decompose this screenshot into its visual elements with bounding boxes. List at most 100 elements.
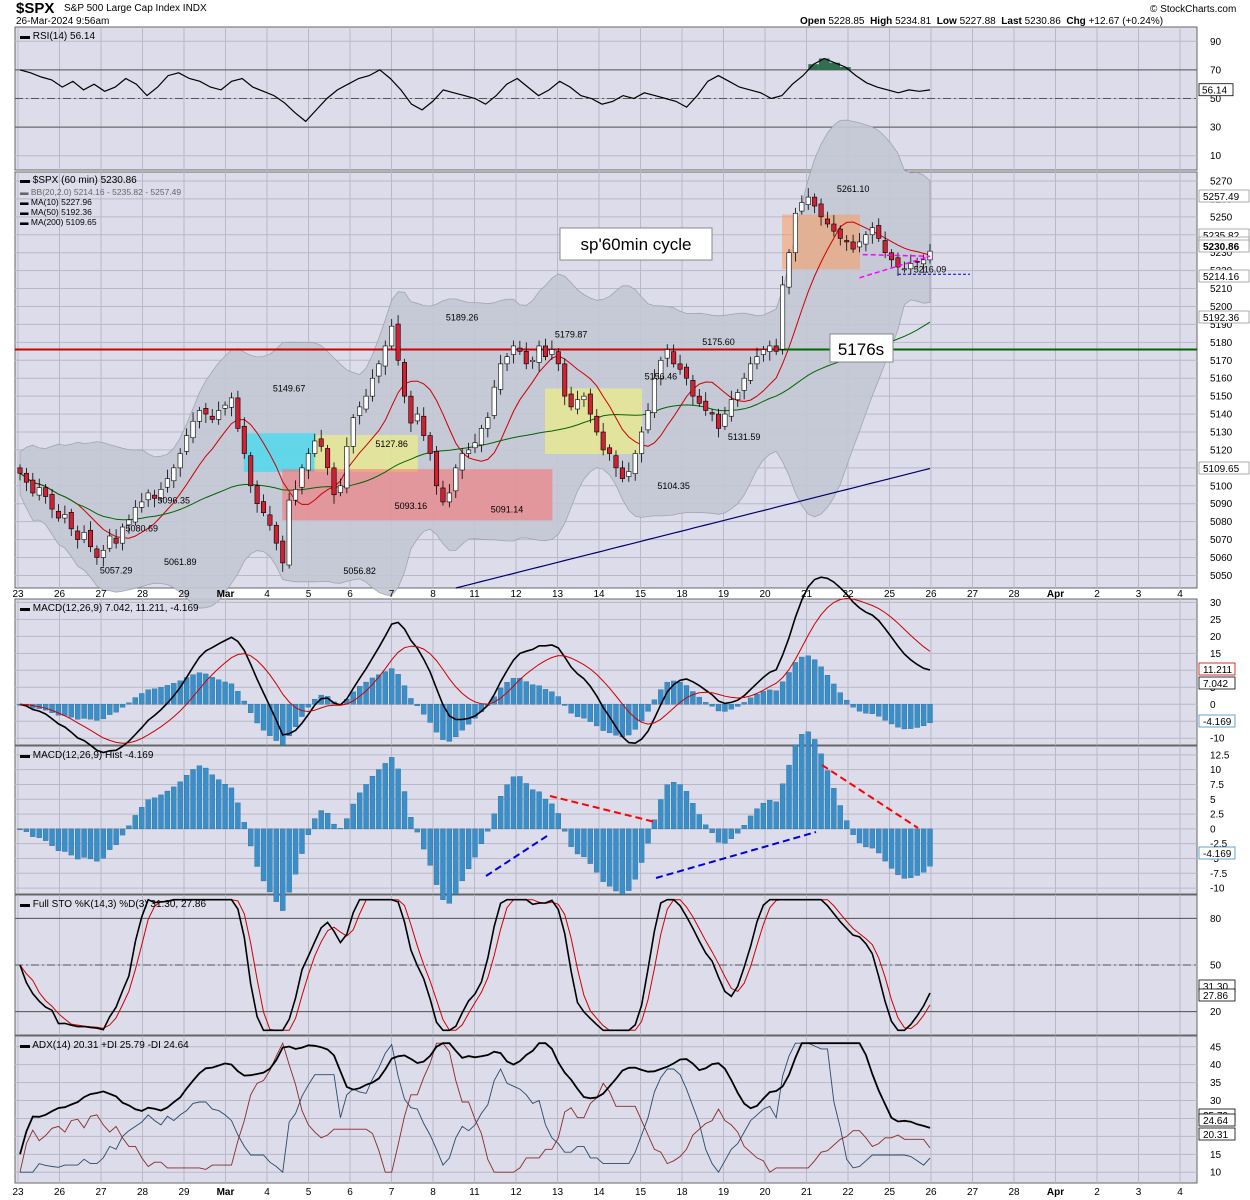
candle-body [594, 415, 600, 433]
macd-hist-bar [68, 704, 74, 718]
macd-hist-bar [145, 689, 151, 705]
y-tick-rsi: 70 [1210, 65, 1222, 76]
candle-body [760, 349, 766, 355]
candle-body [568, 393, 574, 408]
macd-hist-bar [844, 699, 850, 705]
adx-right-label: 20.31 [1203, 1130, 1228, 1141]
hist-bar [465, 828, 472, 870]
macd-hist-bar [87, 704, 94, 720]
y-tick-price: 5090 [1210, 499, 1233, 510]
header-date: 26-Mar-2024 9:56am [16, 16, 110, 27]
macd-hist-bar [786, 672, 792, 705]
candle-body [619, 467, 625, 479]
candle-body [914, 260, 920, 263]
price-annotation: 5061.89 [164, 557, 197, 567]
macd-hist-bar [408, 698, 414, 705]
hist-bar [350, 803, 356, 830]
candle-body [901, 268, 907, 271]
candle-body [203, 408, 209, 415]
candle-body [530, 359, 536, 363]
price-annotation: 5149.67 [273, 384, 306, 394]
price-annotation: 5093.16 [395, 501, 428, 511]
price-annotation: 5056.82 [343, 566, 376, 576]
macd-hist-bar [831, 683, 837, 705]
candle-body [305, 453, 311, 471]
macd-hist-bar [888, 704, 895, 725]
macd-hist-bar [472, 704, 478, 719]
hist-bar [805, 731, 811, 830]
credit: © StockCharts.com [1150, 4, 1237, 15]
hist-bar [555, 813, 561, 830]
hist-right-box [1198, 846, 1236, 860]
candle-body [216, 410, 222, 420]
macd-hist-bar [779, 681, 786, 705]
y-tick-macd: 20 [1210, 632, 1222, 643]
hist-bar [145, 799, 151, 830]
candle-body [754, 356, 760, 365]
hist-bar [901, 828, 908, 879]
hist-bar [581, 828, 587, 858]
hist-bar [856, 828, 863, 844]
open-label: Open [800, 16, 826, 27]
price-annotation: 5189.26 [446, 313, 479, 323]
header-quote: Open 5228.85 High 5234.81 Low 5227.88 La… [800, 16, 1163, 27]
x-tick-label-top: 14 [593, 589, 605, 600]
candle-body [81, 532, 87, 540]
hist-bar [478, 828, 485, 844]
candle-body [703, 400, 709, 411]
candle-body [908, 263, 914, 270]
hist-bar [395, 768, 401, 830]
hist-bar [626, 828, 632, 891]
hist-bar [497, 796, 504, 830]
x-tick-label-bottom: 7 [389, 1187, 395, 1198]
hist-bar [824, 770, 831, 830]
hist-bar [754, 808, 760, 830]
y-tick-rsi: 90 [1210, 37, 1222, 48]
candle-body [491, 386, 497, 416]
hist-bar [715, 828, 722, 843]
x-tick-label-bottom: 11 [469, 1187, 480, 1198]
macd-hist-bar [632, 704, 638, 730]
x-tick-label-bottom: 22 [842, 1187, 854, 1198]
candle-body [299, 467, 305, 488]
hist-bar [683, 791, 690, 830]
hist-bar [305, 828, 312, 835]
macd-hist-bar [574, 704, 581, 717]
hist-bar [530, 789, 536, 830]
macd-hist-bar [100, 704, 106, 720]
hist-bar [260, 828, 267, 882]
x-tick-label-top: 18 [676, 589, 688, 600]
open-value: 5228.85 [828, 16, 865, 27]
candle-body [600, 431, 606, 451]
x-tick-label-top: 28 [1008, 589, 1020, 600]
candle-body [587, 393, 593, 415]
candle-body [49, 494, 55, 510]
candle-body [145, 492, 151, 501]
hist-bar [664, 784, 670, 830]
price-annotation: 5175.60 [702, 337, 735, 347]
macd-right-box [1198, 662, 1236, 676]
hist-bar [389, 757, 395, 830]
x-tick-label-bottom: 20 [759, 1187, 771, 1198]
candle-body [312, 440, 318, 454]
x-tick-label-top: 5 [306, 589, 312, 600]
y-tick-price: 5200 [1210, 302, 1233, 313]
price-legend-item: ▬ MA(10) 5227.96 [20, 197, 92, 207]
candle-body [863, 234, 869, 245]
macd-hist-bar [722, 704, 728, 712]
candle-body [626, 471, 632, 477]
hist-bar [799, 734, 805, 830]
x-tick-label-top: 12 [510, 589, 522, 600]
macd-hist-bar [126, 702, 132, 705]
macd-hist-bar [414, 704, 420, 707]
x-tick-label-bottom: 18 [676, 1187, 688, 1198]
macd-hist-bar [856, 704, 863, 712]
hist-bar [671, 782, 677, 830]
macd-hist-bar [292, 704, 299, 727]
candle-body [773, 345, 779, 352]
hist-bar [677, 784, 683, 830]
rsi-overbought-fill [818, 58, 830, 70]
x-tick-label-top: 27 [95, 589, 107, 600]
divergence-blue-1 [485, 833, 551, 877]
hist-bar [42, 828, 49, 841]
